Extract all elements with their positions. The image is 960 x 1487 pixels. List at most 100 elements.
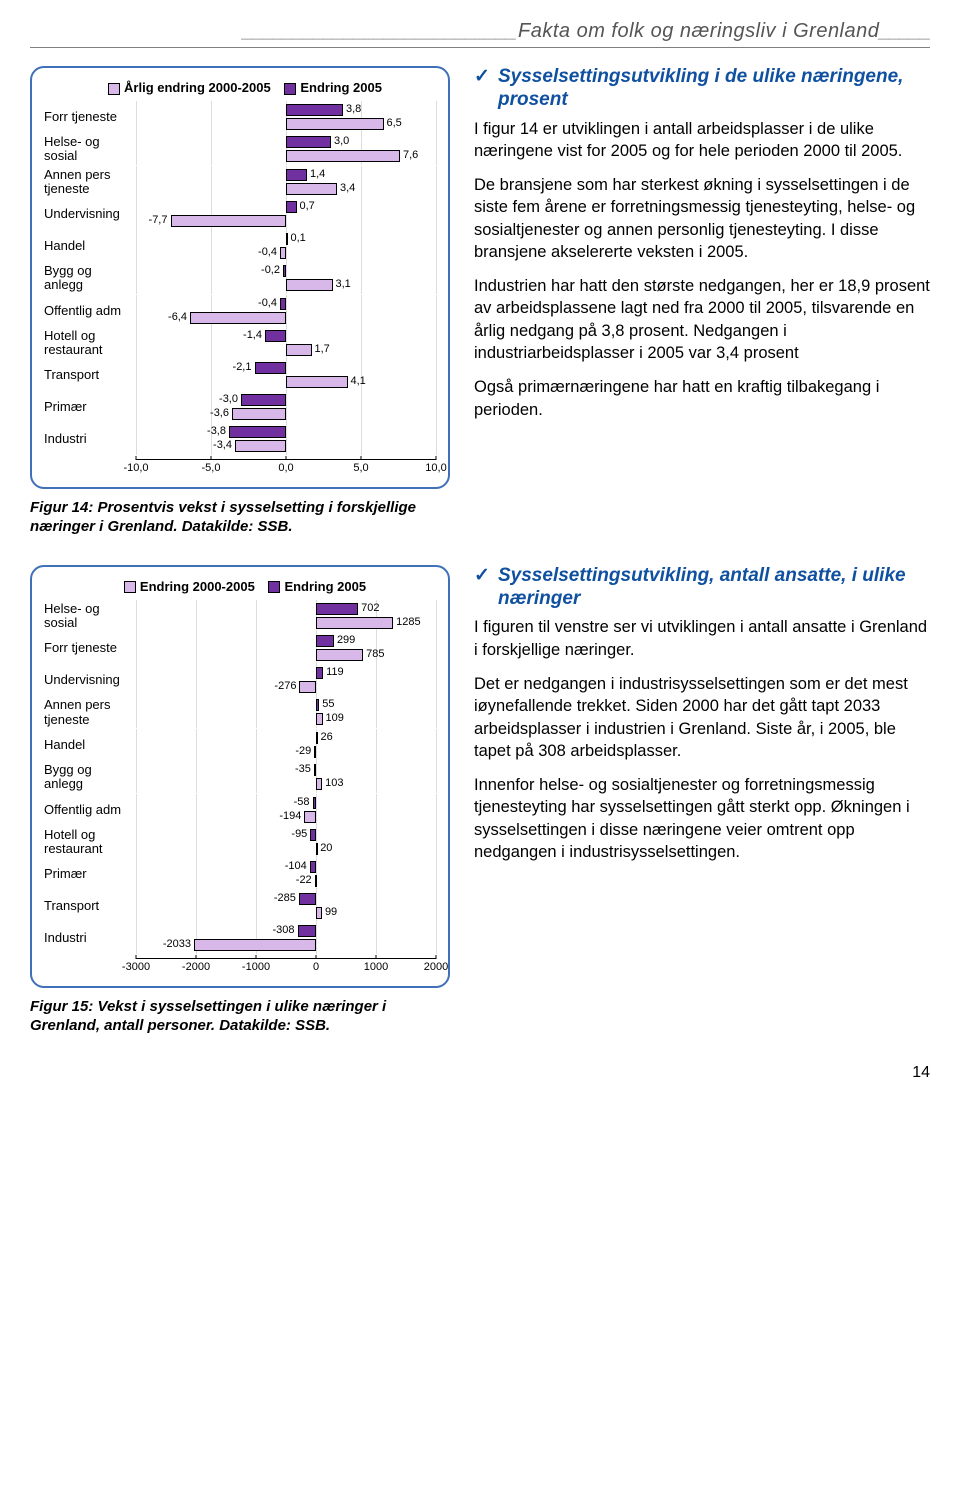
bar-value-label: 6,5 (387, 117, 402, 129)
bar (316, 649, 363, 661)
chart1-panel: Årlig endring 2000-2005 Endring 2005 For… (30, 66, 450, 489)
bar-value-label: 99 (325, 906, 337, 918)
header-title: Fakta om folk og næringsliv i Grenland (518, 20, 879, 42)
tick-label: -2000 (182, 961, 210, 973)
bars-cell: -35103 (136, 761, 436, 793)
bar (316, 667, 323, 679)
bar (280, 298, 286, 310)
bar-value-label: 0,7 (300, 200, 315, 212)
category-label: Industri (44, 922, 136, 954)
chart-row: Helse- og sosial 3,0 7,6 (44, 133, 436, 166)
bar-value-label: -22 (296, 874, 312, 886)
bars-cell: 3,0 7,6 (136, 133, 436, 165)
bar-value-label: -0,2 (261, 264, 280, 276)
bar (298, 925, 316, 937)
category-label: Helse- og sosial (44, 133, 136, 166)
category-label: Undervisning (44, 664, 136, 696)
bars-cell: 55109 (136, 696, 436, 728)
bars-cell: 0,1-0,4 (136, 230, 436, 262)
chart-row: Annen pers tjeneste55109 (44, 696, 436, 729)
legend-swatch-s1 (108, 83, 120, 95)
page-header: Fakta om folk og næringsliv i Grenland (30, 20, 930, 48)
bar (286, 169, 307, 181)
bar-value-label: 103 (325, 777, 343, 789)
bar (316, 713, 323, 725)
tick-label: 0,0 (278, 462, 293, 474)
bar-value-label: 7,6 (403, 149, 418, 161)
bars-cell: 1,43,4 (136, 166, 436, 198)
bars-cell: -308-2033 (136, 922, 436, 954)
text1-p4: Også primærnæringene har hatt en kraftig… (474, 376, 930, 421)
category-label: Annen pers tjeneste (44, 166, 136, 199)
text2-p1: I figuren til venstre ser vi utviklingen… (474, 616, 930, 661)
chart-row: Offentlig adm -0,4 -6,4 (44, 295, 436, 327)
bar-value-label: -0,4 (258, 297, 277, 309)
bars-cell: -28599 (136, 890, 436, 922)
bar-value-label: 3,0 (334, 135, 349, 147)
chart2-legend-s1: Endring 2000-2005 (140, 579, 255, 594)
bar-value-label: 109 (326, 712, 344, 724)
bar (310, 861, 316, 873)
bars-cell: 3,86,5 (136, 101, 436, 133)
category-label: Forr tjeneste (44, 101, 136, 133)
bar (316, 617, 393, 629)
chart-row: Primær-3,0-3,6 (44, 391, 436, 423)
legend-swatch-s2 (284, 83, 296, 95)
category-label: Bygg og anlegg (44, 761, 136, 794)
chart-row: Annen pers tjeneste1,43,4 (44, 166, 436, 199)
chart1-caption: Figur 14: Prosentvis vekst i sysselsetti… (30, 499, 450, 537)
bar-value-label: -1,4 (243, 329, 262, 341)
bar (299, 893, 316, 905)
legend-swatch-s2b (268, 581, 280, 593)
bars-cell: -1,41,7 (136, 327, 436, 359)
chart-row: Handel26-29 (44, 729, 436, 761)
bars-cell: 26-29 (136, 729, 436, 761)
row-2: Endring 2000-2005 Endring 2005 Helse- og… (30, 565, 930, 1036)
text1-p3: Industrien har hatt den største nedgange… (474, 275, 930, 364)
category-label: Primær (44, 858, 136, 890)
chart-row: Forr tjeneste 299 785 (44, 632, 436, 664)
bar (315, 875, 317, 887)
chart-row: Hotell og restaurant-9520 (44, 826, 436, 859)
bar-value-label: 299 (337, 634, 355, 646)
bar-value-label: -95 (291, 828, 307, 840)
bar-value-label: 3,1 (335, 278, 350, 290)
tick-label: 10,0 (425, 462, 446, 474)
bar-value-label: 1285 (396, 616, 420, 628)
bar-value-label: -29 (295, 745, 311, 757)
chart-row: Bygg og anlegg-35103 (44, 761, 436, 794)
bar (299, 681, 316, 693)
bar (310, 829, 316, 841)
chart-row: Industri-308-2033 (44, 922, 436, 954)
bars-cell: -0,2 3,1 (136, 262, 436, 294)
category-label: Offentlig adm (44, 295, 136, 327)
category-label: Forr tjeneste (44, 632, 136, 664)
chart2-body: Helse- og sosial7021285Forr tjeneste2997… (44, 600, 436, 976)
chart-row: Undervisning119-276 (44, 664, 436, 696)
bar (286, 104, 343, 116)
bar-value-label: -194 (279, 810, 301, 822)
bar-value-label: 4,1 (351, 375, 366, 387)
bars-cell: 0,7-7,7 (136, 198, 436, 230)
category-label: Transport (44, 890, 136, 922)
page-number: 14 (30, 1064, 930, 1082)
category-label: Annen pers tjeneste (44, 696, 136, 729)
category-label: Undervisning (44, 198, 136, 230)
bar-value-label: 55 (322, 698, 334, 710)
bar (286, 183, 337, 195)
bars-cell: -2,14,1 (136, 359, 436, 391)
category-label: Bygg og anlegg (44, 262, 136, 295)
chart-row: Hotell og restaurant-1,41,7 (44, 327, 436, 360)
bar-value-label: -6,4 (168, 311, 187, 323)
bar (316, 699, 319, 711)
bar (229, 426, 286, 438)
bar (232, 408, 286, 420)
bars-cell: -104-22 (136, 858, 436, 890)
bar-value-label: 785 (366, 648, 384, 660)
bar (286, 233, 288, 245)
bar (316, 635, 334, 647)
bar (286, 279, 333, 291)
category-label: Hotell og restaurant (44, 327, 136, 360)
category-label: Handel (44, 230, 136, 262)
category-label: Transport (44, 359, 136, 391)
